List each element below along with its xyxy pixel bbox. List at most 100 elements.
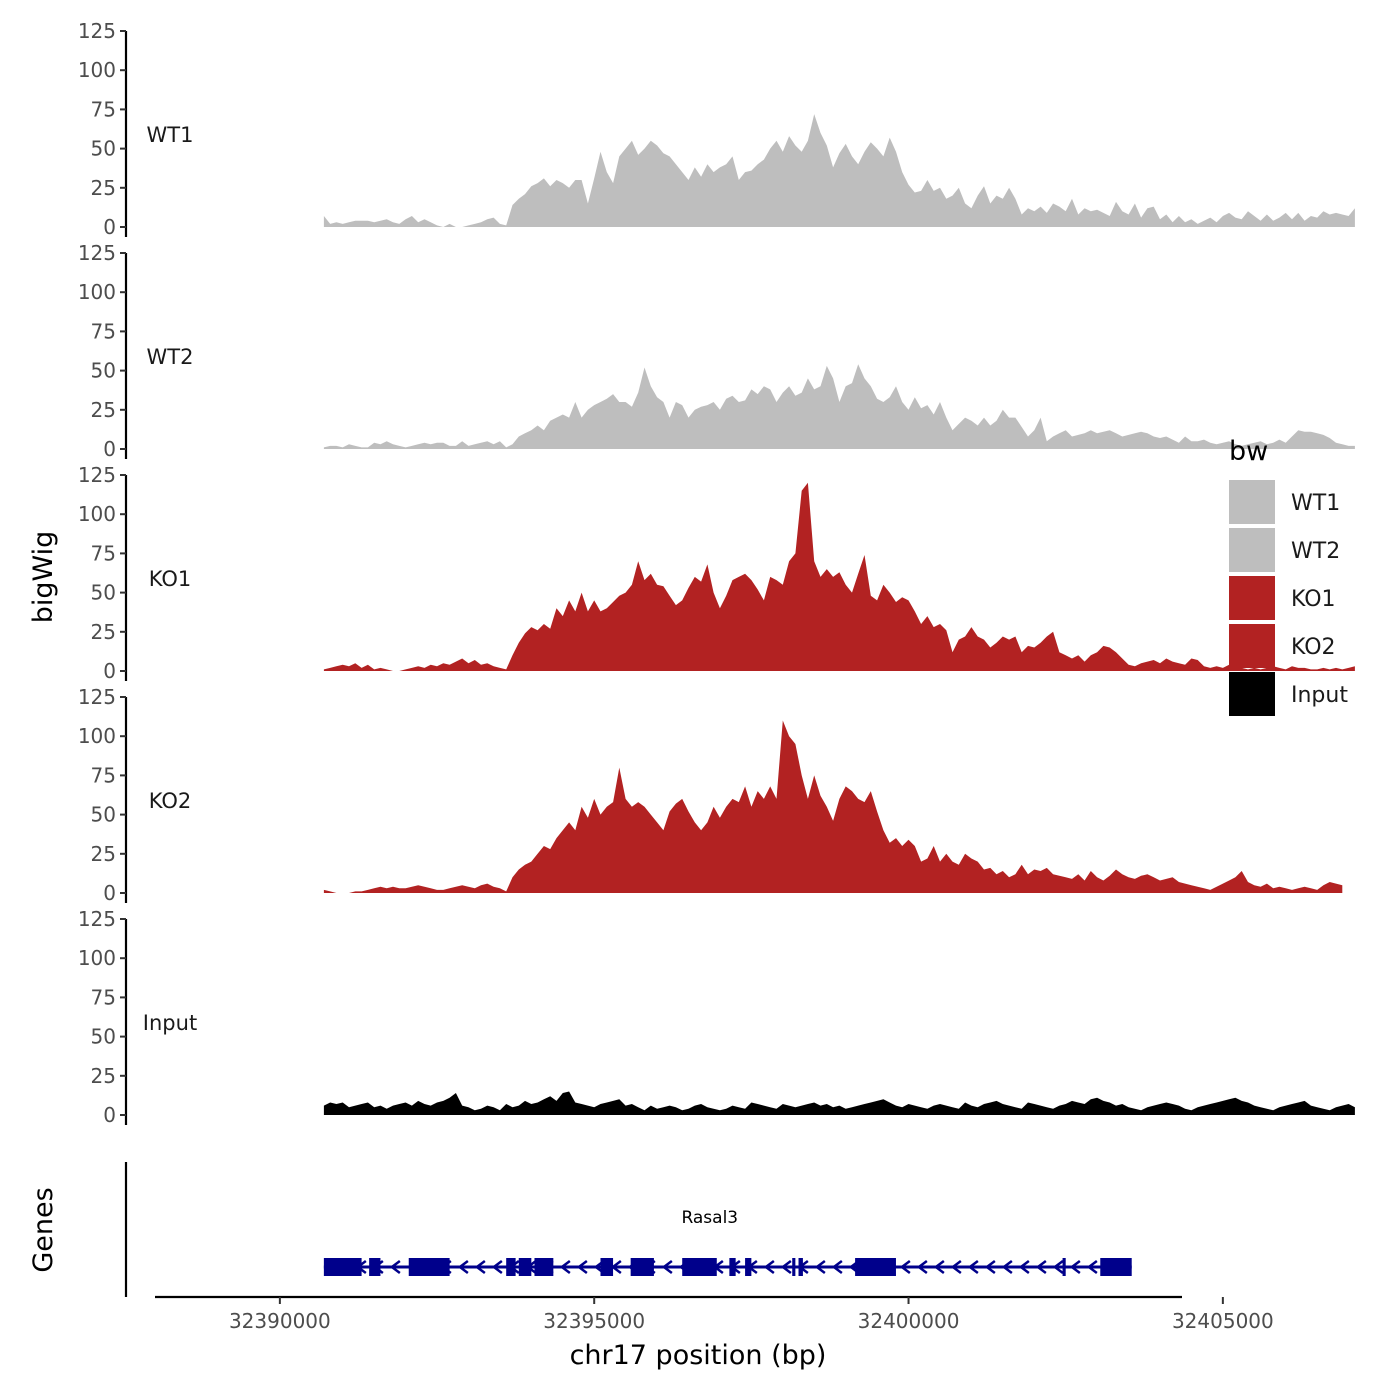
gene-strand-arrow [814,1260,826,1274]
gene-strand-arrow [933,1260,945,1274]
gene-label: Rasal3 [681,1208,738,1228]
gene-exon-13 [798,1258,803,1276]
y-tick-label-wt1-0: 0 [103,215,116,239]
gene-strand-arrow [1069,1260,1081,1274]
x-axis-title: chr17 position (bp) [570,1340,827,1371]
gene-exon-11 [745,1258,752,1276]
y-tick-label-wt1-125: 125 [78,19,116,43]
gene-exon-1 [323,1258,362,1276]
y-tick-label-ko2-125: 125 [78,685,116,709]
y-tick-label-ko2-25: 25 [91,842,116,866]
gene-exon-3 [408,1258,450,1276]
y-tick-label-input-100: 100 [78,946,116,970]
gene-exon-10 [729,1258,736,1276]
area-wt2 [323,364,1355,449]
track-label-ko2: KO2 [149,789,192,813]
y-tick-label-wt2-0: 0 [103,437,116,461]
gene-strand-arrow [763,1260,775,1274]
gene-exon-4 [506,1258,516,1276]
gene-strand-arrow [831,1260,843,1274]
legend-label-ko2: KO2 [1291,635,1336,660]
y-tick-label-wt1-25: 25 [91,176,116,200]
y-tick-label-wt1-75: 75 [91,97,116,121]
y-tick-label-wt2-100: 100 [78,280,116,304]
gene-exon-6 [534,1258,554,1276]
y-tick-label-ko1-100: 100 [78,502,116,526]
gene-strand-arrow [984,1260,996,1274]
gene-exon-12 [792,1258,796,1276]
y-tick-label-input-0: 0 [103,1103,116,1127]
y-tick-label-ko1-125: 125 [78,463,116,487]
gene-strand-arrow [559,1260,571,1274]
legend-label-wt1: WT1 [1291,491,1340,516]
gene-exon-16 [1100,1258,1132,1276]
y-tick-label-wt1-50: 50 [91,137,116,161]
coverage-tracks: 0 25 50 75 100 125 WT1 0 25 50 75 100 125 WT2 0 25 50 75 1… [78,19,1355,1127]
y-tick-label-ko2-75: 75 [91,763,116,787]
gene-strand-arrow [1086,1260,1098,1274]
area-ko2 [323,720,1343,893]
track-label-wt2: WT2 [147,345,194,369]
legend-label-input: Input [1291,683,1348,708]
legend-swatch-wt1 [1229,480,1275,524]
x-tick-label-32390000: 32390000 [229,1309,331,1333]
y-tick-label-ko2-0: 0 [103,881,116,905]
gene-exon-14 [855,1258,896,1276]
track-label-wt1: WT1 [147,123,194,147]
gene-strand-arrow [899,1260,911,1274]
area-wt1 [323,114,1355,227]
gene-strand-arrow [576,1260,588,1274]
y-tick-label-wt2-75: 75 [91,319,116,343]
legend-swatch-ko2 [1229,624,1275,668]
y-tick-label-ko1-25: 25 [91,620,116,644]
gene-exon-5 [518,1258,532,1276]
legend-swatch-wt2 [1229,528,1275,572]
y-tick-label-wt2-25: 25 [91,398,116,422]
track-wt1: 0 25 50 75 100 125 WT1 [78,19,1355,239]
track-wt2: 0 25 50 75 100 125 WT2 [78,241,1355,461]
legend-swatch-ko1 [1229,576,1275,620]
track-ko1: 0 25 50 75 100 125 KO1 [78,463,1355,683]
genes-axis-title: Genes [28,1187,59,1272]
gene-strand-arrow [474,1260,486,1274]
x-tick-label-32400000: 32400000 [858,1309,960,1333]
y-tick-label-ko1-50: 50 [91,581,116,605]
gene-exon-9 [682,1258,717,1276]
gene-strand-arrow [661,1260,673,1274]
gene-strand-arrow [916,1260,928,1274]
area-ko1 [323,482,1355,671]
y-tick-label-wt2-50: 50 [91,359,116,383]
track-label-ko1: KO1 [149,567,192,591]
gene-strand-arrow [457,1260,469,1274]
legend-swatch-input [1229,672,1275,716]
gene-strand-arrow [967,1260,979,1274]
gene-strand-arrow [950,1260,962,1274]
y-tick-label-ko2-100: 100 [78,724,116,748]
legend: bw WT1 WT2 KO1 KO2 Input [1229,436,1348,716]
y-tick-label-input-75: 75 [91,985,116,1009]
y-tick-label-wt2-125: 125 [78,241,116,265]
y-tick-label-input-50: 50 [91,1025,116,1049]
y-tick-label-ko1-75: 75 [91,541,116,565]
y-tick-label-input-25: 25 [91,1064,116,1088]
x-tick-label-32405000: 32405000 [1172,1309,1274,1333]
legend-label-wt2: WT2 [1291,539,1340,564]
y-tick-label-ko2-50: 50 [91,803,116,827]
y-axis-title: bigWig [28,531,59,624]
x-axis: 32390000 32395000 32400000 32405000 [155,1295,1274,1333]
gene-strand-arrow [780,1260,792,1274]
track-label-input: Input [143,1011,197,1035]
y-tick-label-ko1-0: 0 [103,659,116,683]
gene-track: Rasal3 [124,1162,1132,1297]
gene-exon-15 [1062,1258,1066,1276]
track-input: 0 25 50 75 100 125 Input [78,907,1355,1127]
legend-label-ko1: KO1 [1291,587,1336,612]
legend-title: bw [1229,436,1268,467]
gene-strand-arrow [1018,1260,1030,1274]
track-ko2: 0 25 50 75 100 125 KO2 [78,685,1343,905]
gene-exon-8 [630,1258,654,1276]
area-input [323,1091,1355,1115]
gene-strand-arrow [491,1260,503,1274]
gene-exon-2 [369,1258,381,1276]
